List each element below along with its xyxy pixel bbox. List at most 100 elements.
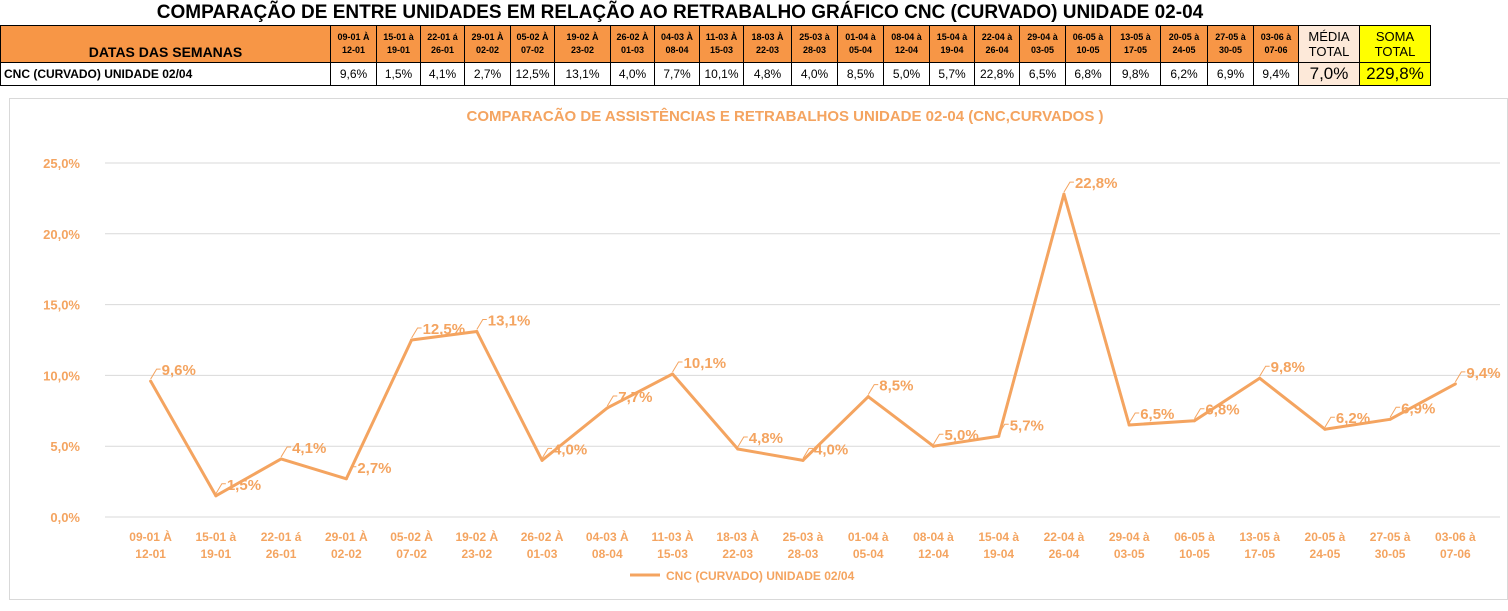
data-point[interactable] (1127, 423, 1131, 427)
data-point[interactable] (671, 372, 675, 376)
week-header-line: 22-03 (755, 45, 780, 55)
value-cell[interactable]: 4,0% (610, 62, 655, 86)
value-cell[interactable]: 7,7% (654, 62, 700, 86)
week-header-cell[interactable]: 29-04 à 03-05 (1019, 25, 1066, 63)
value-cell[interactable]: 22,8% (974, 62, 1020, 86)
data-label-leader (1259, 365, 1270, 377)
value-cell[interactable]: 6,9% (1207, 62, 1254, 86)
soma-header-cell-line: TOTAL (1374, 44, 1416, 59)
week-header-cell[interactable]: 09-01 À 12-01 (330, 25, 377, 63)
week-header-line: 27-05 à (1215, 32, 1246, 42)
data-point[interactable] (1062, 192, 1066, 196)
week-header-line: 26-04 (985, 45, 1009, 55)
value-cell[interactable]: 12,5% (510, 62, 555, 86)
week-header-line: 25-03 à (799, 32, 830, 42)
week-header-cell[interactable]: 15-04 à 19-04 (929, 25, 975, 63)
week-header-cell[interactable]: 13-05 à 17-05 (1110, 25, 1161, 63)
y-tick-label: 10,0% (43, 368, 80, 383)
value-cell[interactable]: 9,6% (330, 62, 377, 86)
x-tick-label: 22-01 á (261, 530, 302, 544)
data-point[interactable] (801, 458, 805, 462)
week-header-line: 15-03 (709, 45, 734, 55)
value-cell[interactable]: 4,1% (420, 62, 465, 86)
data-point[interactable] (605, 406, 609, 410)
data-point[interactable] (1192, 419, 1196, 423)
data-point[interactable] (1323, 427, 1327, 431)
x-tick-label: 30-05 (1375, 547, 1406, 561)
x-tick-label: 23-02 (461, 547, 492, 561)
value-cell[interactable]: 8,5% (837, 62, 884, 86)
week-header-cell[interactable]: 15-01 à 19-01 (376, 25, 421, 63)
soma-header-cell[interactable]: SOMA TOTAL (1359, 25, 1431, 63)
data-label-leader (541, 447, 553, 459)
media-value-cell[interactable]: 7,0% (1298, 62, 1360, 86)
x-tick-label: 11-03 À (652, 529, 694, 544)
data-point[interactable] (475, 330, 479, 334)
value-cell[interactable]: 5,7% (929, 62, 975, 86)
value-cell[interactable]: 1,5% (376, 62, 421, 86)
data-point[interactable] (997, 434, 1001, 438)
week-header-cell[interactable]: 18-03 À 22-03 (743, 25, 792, 63)
value-cell[interactable]: 9,8% (1110, 62, 1161, 86)
value-cell[interactable]: 9,4% (1253, 62, 1299, 86)
x-tick-label: 12-04 (918, 547, 949, 561)
value-cell[interactable]: 5,0% (883, 62, 930, 86)
x-tick-label: 19-01 (201, 547, 232, 561)
data-point[interactable] (540, 458, 544, 462)
value-cell[interactable]: 6,5% (1019, 62, 1066, 86)
value-cell[interactable]: 6,8% (1065, 62, 1111, 86)
legend: CNC (CURVADO) UNIDADE 02/04 (630, 569, 855, 583)
week-header-line: 15-01 à (383, 32, 414, 42)
data-point[interactable] (1453, 382, 1457, 386)
week-header-cell[interactable]: 25-03 à 28-03 (791, 25, 838, 63)
week-header-line: 19-04 (940, 45, 964, 55)
week-header-line: 28-03 (802, 45, 827, 55)
week-header-cell[interactable]: 19-02 À 23-02 (554, 25, 611, 63)
week-header-cell[interactable]: 04-03 À 08-04 (654, 25, 700, 63)
x-tick-label: 06-05 à (1174, 530, 1215, 544)
data-label-leader (1324, 416, 1335, 428)
table-header-row: DATAS DAS SEMANAS 09-01 À 12-01 15-01 à 19-… (0, 25, 1431, 63)
week-header-line: 23-02 (570, 45, 595, 55)
week-header-cell[interactable]: 05-02 À 07-02 (510, 25, 555, 63)
week-header-cell[interactable]: 06-05 à 10-05 (1065, 25, 1111, 63)
week-header-cell[interactable]: 27-05 à 30-05 (1207, 25, 1254, 63)
series-line[interactable] (149, 192, 1457, 498)
media-header-cell[interactable]: MÉDIA TOTAL (1298, 25, 1360, 63)
data-label-leader (215, 483, 226, 495)
week-header-cell[interactable]: 22-04 à 26-04 (974, 25, 1020, 63)
value-cell[interactable]: 10,1% (699, 62, 744, 86)
week-header-cell[interactable]: 03-06 à 07-06 (1253, 25, 1299, 63)
data-point[interactable] (279, 457, 283, 461)
week-header-line: 12-01 (341, 45, 366, 55)
value-cell[interactable]: 4,0% (791, 62, 838, 86)
data-label-leader (867, 384, 879, 395)
week-header-cell[interactable]: 26-02 À 01-03 (610, 25, 655, 63)
week-header-cell[interactable]: 11-03 À 15-03 (699, 25, 744, 63)
x-tick-label: 10-05 (1179, 547, 1210, 561)
week-header-cell[interactable]: 08-04 à 12-04 (883, 25, 930, 63)
week-header-line: 03-05 (1030, 45, 1055, 55)
data-point[interactable] (736, 447, 740, 451)
soma-value-cell[interactable]: 229,8% (1359, 62, 1431, 86)
value-cell[interactable]: 6,2% (1160, 62, 1208, 86)
weeks-label-cell[interactable]: DATAS DAS SEMANAS (0, 25, 331, 63)
value-cell[interactable]: 13,1% (554, 62, 611, 86)
week-header-cell[interactable]: 20-05 à 24-05 (1160, 25, 1208, 63)
value-cell[interactable]: 2,7% (464, 62, 511, 86)
data-label: 4,0% (553, 441, 587, 458)
data-point[interactable] (410, 338, 414, 342)
data-point[interactable] (931, 444, 935, 448)
week-header-cell[interactable]: 29-01 À 02-02 (464, 25, 511, 63)
data-point[interactable] (1258, 376, 1262, 380)
value-cell[interactable]: 4,8% (743, 62, 792, 86)
week-header-cell[interactable]: 22-01 á 26-01 (420, 25, 465, 63)
data-point[interactable] (1388, 417, 1392, 421)
data-point[interactable] (866, 395, 870, 399)
week-header-cell[interactable]: 01-04 à 05-04 (837, 25, 884, 63)
chart-area[interactable]: COMPARACÃO DE ASSISTÊNCIAS E RETRABALHOS… (9, 98, 1508, 600)
row-label-cell[interactable]: CNC (CURVADO) UNIDADE 02/04 (0, 62, 331, 86)
data-point[interactable] (344, 477, 348, 481)
data-point[interactable] (214, 494, 218, 498)
data-point[interactable] (149, 379, 153, 383)
